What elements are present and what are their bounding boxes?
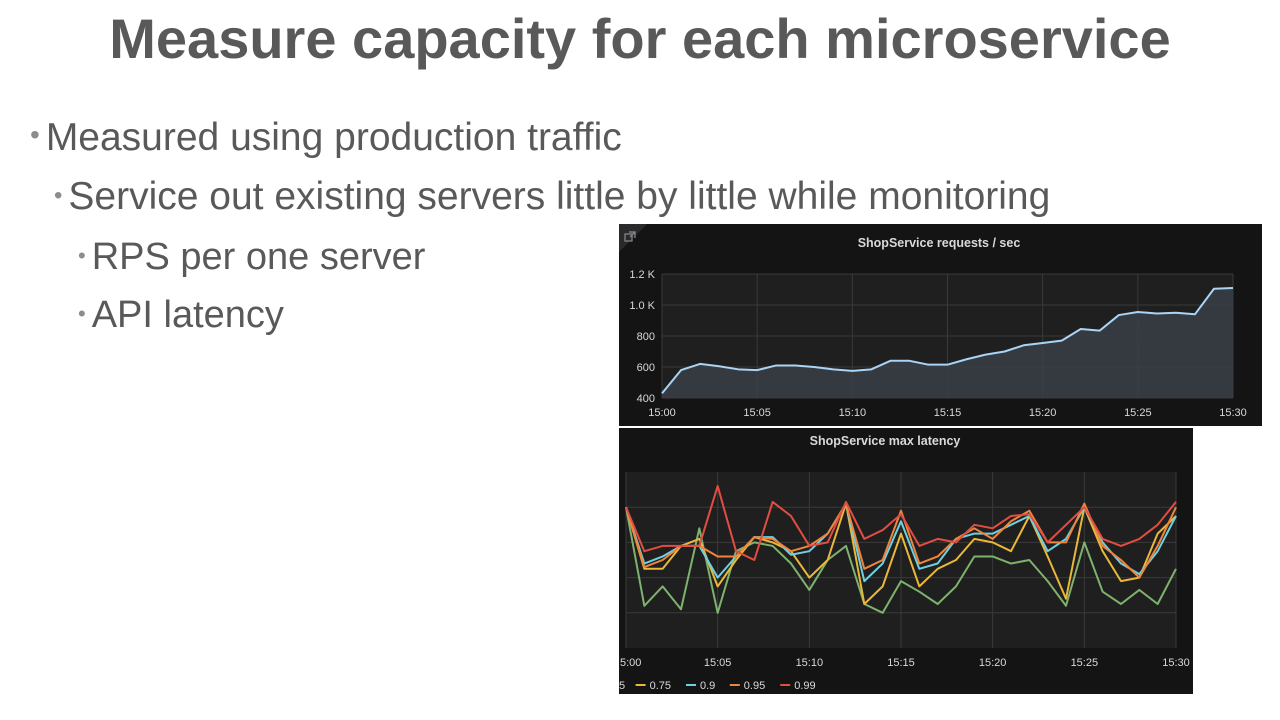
latency-x-tick-label: 15:25	[1071, 657, 1099, 669]
legend-label: 5	[619, 680, 625, 692]
bullet-level2: • Service out existing servers little by …	[54, 175, 1050, 219]
bullet-text: Measured using production traffic	[45, 116, 622, 159]
rps-y-axis: 400 600 800 1.0 K 1.2 K	[629, 269, 655, 405]
bullet-level1: • Measured using production traffic	[30, 116, 622, 160]
bullet-dot-icon: •	[78, 301, 86, 326]
bullet-text: Service out existing servers little by l…	[68, 175, 1051, 218]
slide-title: Measure capacity for each microservice	[109, 7, 1171, 70]
latency-x-tick-label: 15:30	[1162, 657, 1190, 669]
rps-x-tick-label: 15:25	[1124, 407, 1152, 419]
latency-legend: 5 0.75 0.9 0.95 0.99	[619, 680, 816, 692]
rps-chart: ShopService requests / sec 400 600 800 1.0 …	[619, 224, 1262, 426]
latency-x-tick-label: 15:05	[704, 657, 732, 669]
rps-series-line	[661, 286, 1234, 394]
latency-x-tick-label: 15:20	[979, 657, 1007, 669]
latency-x-axis: 5:00 15:05 15:10 15:15 15:20 15:25 15:30	[620, 657, 1190, 669]
legend-label: 0.9	[700, 680, 715, 692]
bullet-text: API latency	[91, 294, 284, 336]
latency-chart-panel[interactable]: ShopService max latency 5:00 15:05 15:10 15…	[619, 428, 1193, 694]
rps-y-tick-label: 400	[637, 393, 655, 405]
rps-y-tick-label: 1.0 K	[629, 300, 655, 312]
rps-x-tick-label: 15:10	[839, 407, 867, 419]
panel-corner	[619, 224, 647, 252]
bullet-level3-latency: • API latency	[78, 294, 284, 337]
legend-label: 0.99	[794, 680, 815, 692]
legend-label: 0.75	[650, 680, 671, 692]
rps-x-tick-label: 15:20	[1029, 407, 1057, 419]
rps-chart-title: ShopService requests / sec	[858, 236, 1021, 250]
latency-series-line-0	[625, 507, 1177, 614]
bullet-level3-rps: • RPS per one server	[78, 236, 425, 279]
latency-chart: ShopService max latency 5:00 15:05 15:10 15…	[619, 428, 1193, 694]
rps-y-tick-label: 1.2 K	[629, 269, 655, 281]
bullet-dot-icon: •	[54, 182, 63, 209]
rps-x-tick-label: 15:15	[934, 407, 962, 419]
rps-x-tick-label: 15:05	[743, 407, 771, 419]
latency-x-tick-label: 15:10	[796, 657, 824, 669]
rps-x-axis: 15:00 15:05 15:10 15:15 15:20 15:25 15:30	[648, 407, 1247, 419]
latency-chart-title: ShopService max latency	[810, 434, 961, 448]
latency-x-tick-label: 15:15	[887, 657, 915, 669]
latency-series	[625, 485, 1177, 614]
latency-x-tick-label: 5:00	[620, 657, 641, 669]
rps-x-tick-label: 15:30	[1219, 407, 1247, 419]
bullet-dot-icon: •	[78, 243, 86, 268]
latency-series-line-3	[625, 502, 1177, 579]
rps-y-tick-label: 600	[637, 362, 655, 374]
rps-x-tick-label: 15:00	[648, 407, 676, 419]
rps-chart-panel[interactable]: ShopService requests / sec 400 600 800 1.0 …	[619, 224, 1262, 426]
rps-area-fill	[662, 287, 1233, 398]
bullet-text: RPS per one server	[91, 236, 426, 278]
external-link-icon[interactable]	[624, 231, 636, 242]
latency-series-line-4	[625, 485, 1177, 561]
bullet-dot-icon: •	[30, 119, 40, 150]
rps-y-tick-label: 800	[637, 331, 655, 343]
legend-label: 0.95	[744, 680, 765, 692]
rps-series	[661, 286, 1234, 398]
